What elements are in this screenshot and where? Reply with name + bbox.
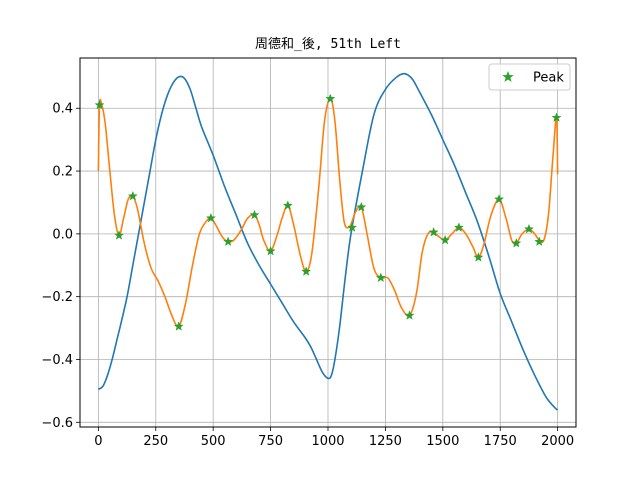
- peak-marker: [301, 266, 312, 276]
- peak-marker: [347, 222, 358, 232]
- peak-marker: [205, 212, 216, 223]
- peak-marker: [94, 99, 105, 110]
- peak-marker: [440, 234, 451, 245]
- peak-marker: [249, 209, 260, 220]
- peak-marker: [494, 193, 505, 204]
- peak-marker: [223, 236, 234, 247]
- peak-marker: [113, 230, 125, 240]
- legend-peak-marker: [502, 70, 514, 82]
- y-tick-label: −0.2: [41, 290, 73, 305]
- legend-label-peak: Peak: [533, 71, 564, 86]
- series-line-1: [97, 98, 559, 328]
- legend: Peak: [488, 63, 571, 91]
- x-tick-label: 0: [94, 434, 102, 449]
- x-tick-label: 1000: [311, 434, 344, 449]
- legend-box: [488, 63, 571, 91]
- peak-marker: [325, 93, 336, 104]
- peak-marker: [282, 200, 293, 210]
- y-tick-label: −0.6: [41, 416, 73, 431]
- peak-marker: [428, 226, 439, 237]
- peak-marker: [523, 223, 534, 234]
- x-tick-label: 1500: [426, 434, 459, 449]
- peak-marker: [173, 321, 184, 331]
- x-tick-label: 2000: [541, 434, 574, 449]
- x-tick-label: 1750: [484, 434, 517, 449]
- peak-marker: [511, 237, 522, 248]
- y-tick-label: 0.2: [52, 165, 73, 180]
- plot-series: [94, 72, 562, 411]
- x-tick-label: 500: [201, 434, 226, 449]
- peak-marker: [404, 310, 415, 320]
- peak-marker: [265, 245, 276, 256]
- peak-marker: [473, 252, 484, 262]
- peak-marker: [127, 190, 138, 201]
- series-line-0: [97, 72, 559, 411]
- peak-marker: [534, 236, 545, 247]
- peak-marker: [375, 272, 386, 283]
- x-tick-label: 1250: [369, 434, 402, 449]
- peak-marker: [356, 201, 367, 212]
- x-tick-label: 750: [258, 434, 283, 449]
- peak-marker: [453, 222, 464, 232]
- y-tick-label: 0.0: [52, 227, 73, 242]
- y-tick-label: 0.4: [52, 102, 73, 117]
- peak-marker: [551, 112, 562, 122]
- chart-title: 周德和_後, 51th Left: [255, 37, 401, 52]
- y-tick-label: −0.4: [41, 353, 73, 368]
- x-tick-label: 250: [143, 434, 168, 449]
- axis-ticks: 0 250 500 750 1000 1250 1500 1750 2000 −0.6 −0.4 −0…: [41, 102, 574, 449]
